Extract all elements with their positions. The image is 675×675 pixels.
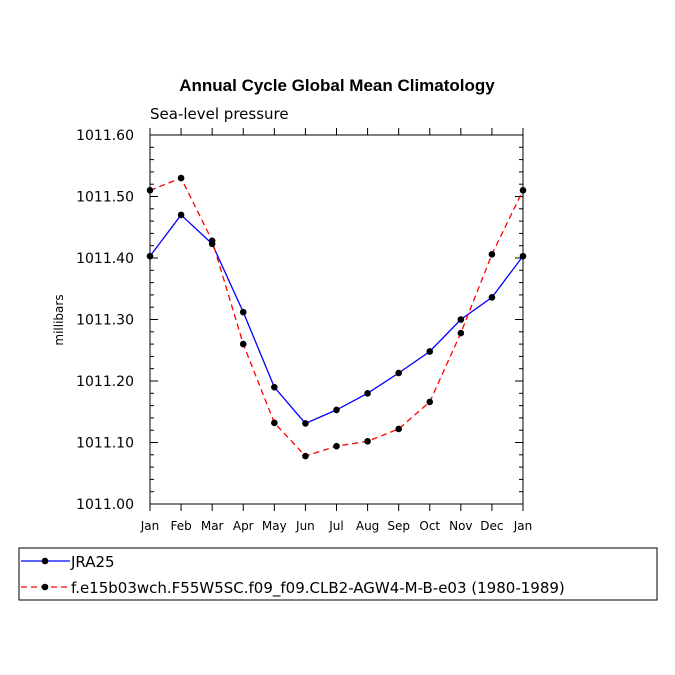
- series-1-point: [457, 329, 465, 337]
- series-layer: [146, 174, 527, 460]
- x-tick-label: Mar: [201, 519, 224, 533]
- series-0-point: [519, 252, 527, 260]
- series-1-point: [239, 340, 247, 348]
- y-axis-label: millibars: [52, 294, 66, 345]
- y-tick-label: 1011.50: [76, 190, 134, 206]
- series-0-point: [333, 406, 340, 414]
- y-tick-label: 1011.60: [76, 128, 134, 144]
- y-tick-label: 1011.10: [76, 436, 134, 452]
- y-tick-label: 1011.00: [76, 497, 134, 513]
- legend: JRA25 f.e15b03wch.F55W5SC.f09_f09.CLB2-A…: [18, 547, 658, 601]
- series-1-point: [395, 425, 402, 433]
- x-tick-label: Jun: [295, 519, 315, 533]
- x-tick-label: Oct: [419, 519, 440, 533]
- series-1-point: [177, 174, 185, 182]
- series-0-point: [364, 390, 371, 397]
- x-tick-label: Aug: [356, 519, 379, 533]
- series-0-point: [177, 211, 185, 219]
- chart-subtitle: Sea-level pressure: [150, 105, 289, 123]
- y-tick-label: 1011.40: [76, 251, 134, 267]
- x-tick-label: Dec: [480, 519, 503, 533]
- legend-label-jra25: JRA25: [70, 553, 115, 571]
- legend-marker-model: [41, 583, 49, 591]
- series-0-point: [488, 294, 496, 301]
- x-axis: Jan Feb Mar Apr May Jun Jul Aug Sep Oct Nov Dec Jan: [140, 128, 533, 533]
- series-1-point: [488, 251, 496, 258]
- x-tick-label: Jan: [140, 519, 160, 533]
- x-tick-label: Feb: [170, 519, 191, 533]
- y-axis: 1011.00 1011.10 1011.20 1011.30 1011.40 1011.…: [76, 128, 523, 513]
- series-1-point: [333, 442, 340, 450]
- series-1-point: [271, 419, 278, 427]
- series-1-point: [519, 187, 527, 194]
- legend-marker-jra25: [41, 557, 49, 565]
- y-tick-label: 1011.30: [76, 313, 134, 329]
- series-0-point: [239, 308, 247, 316]
- series-0-point: [271, 383, 278, 391]
- x-tick-label: Jan: [513, 519, 533, 533]
- x-tick-label: Nov: [449, 519, 472, 533]
- series-line-0: [149, 213, 524, 425]
- x-tick-label: May: [262, 519, 287, 533]
- series-line-1: [149, 177, 524, 457]
- series-1-point: [146, 187, 154, 194]
- x-tick-label: Sep: [387, 519, 410, 533]
- series-0-point: [302, 420, 309, 427]
- x-tick-label: Jul: [328, 519, 343, 533]
- series-1-point: [364, 437, 371, 445]
- legend-label-model: f.e15b03wch.F55W5SC.f09_f09.CLB2-AGW4-M-…: [71, 579, 565, 598]
- series-0-point: [395, 369, 402, 377]
- y-tick-label: 1011.20: [76, 374, 134, 390]
- chart-title: Annual Cycle Global Mean Climatology: [179, 76, 495, 95]
- series-0-point: [426, 348, 434, 355]
- series-0-point: [457, 316, 465, 323]
- series-1-point: [208, 237, 216, 245]
- series-0-point: [146, 252, 154, 260]
- x-tick-label: Apr: [233, 519, 254, 533]
- legend-box: [18, 547, 658, 601]
- series-1-point: [426, 398, 434, 406]
- series-1-point: [302, 452, 309, 460]
